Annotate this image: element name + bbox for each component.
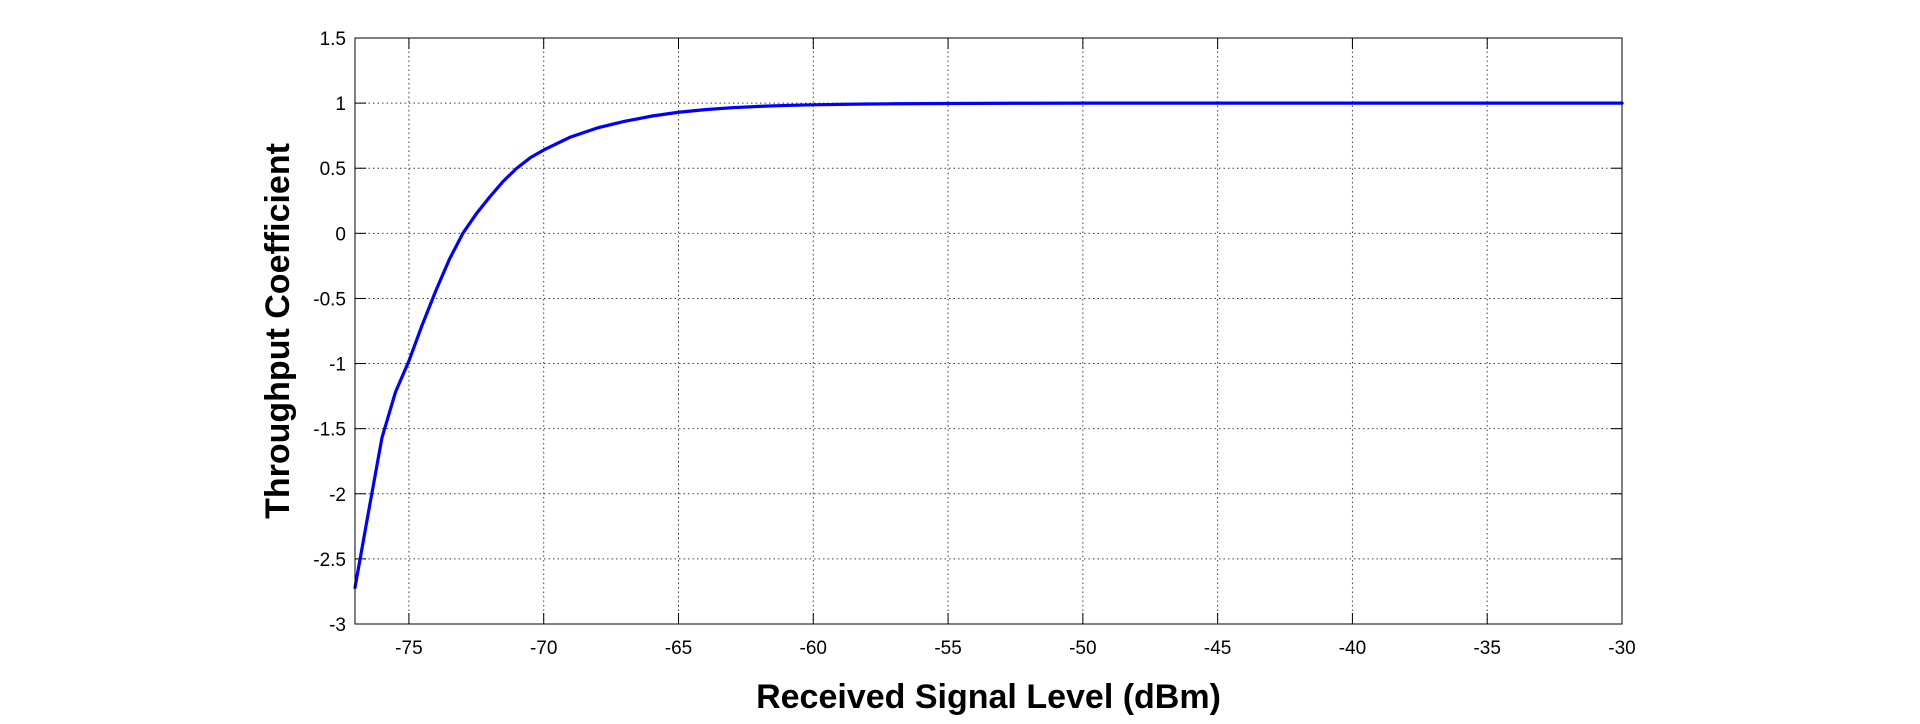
x-tick-label: -65 [665, 638, 692, 659]
y-tick-label: 0 [335, 224, 346, 245]
x-tick-label: -60 [800, 638, 827, 659]
y-tick-label: -3 [329, 615, 346, 636]
y-tick-label: 0.5 [320, 159, 346, 180]
y-tick-label: -2 [329, 485, 346, 506]
y-tick-label: -1 [329, 355, 346, 376]
y-tick-label: -2.5 [313, 550, 346, 571]
y-axis-title: Throughput Coefficient [259, 143, 297, 519]
x-tick-label: -75 [395, 638, 422, 659]
y-tick-label: 1 [335, 94, 346, 115]
series [353, 101, 1624, 590]
y-axis-tick-labels: -3 -2.5 -2 -1.5 -1 -0.5 0 0.5 1 1.5 [313, 29, 346, 636]
y-tick-label: 1.5 [320, 29, 346, 50]
y-tick-label: -1.5 [313, 420, 346, 441]
x-tick-label: -55 [934, 638, 961, 659]
x-tick-label: -40 [1339, 638, 1366, 659]
x-tick-label: -70 [530, 638, 557, 659]
series-line-0 [353, 101, 1624, 590]
x-tick-label: -35 [1473, 638, 1500, 659]
x-axis-tick-labels: -75 -70 -65 -60 -55 -50 -45 -40 -35 -30 [395, 638, 1636, 659]
x-tick-label: -30 [1608, 638, 1635, 659]
x-tick-label: -50 [1069, 638, 1096, 659]
x-tick-label: -45 [1204, 638, 1231, 659]
plot-area [354, 37, 1623, 625]
plot-border [354, 37, 1623, 625]
x-axis-title: Received Signal Level (dBm) [756, 678, 1221, 716]
y-tick-label: -0.5 [313, 289, 346, 310]
